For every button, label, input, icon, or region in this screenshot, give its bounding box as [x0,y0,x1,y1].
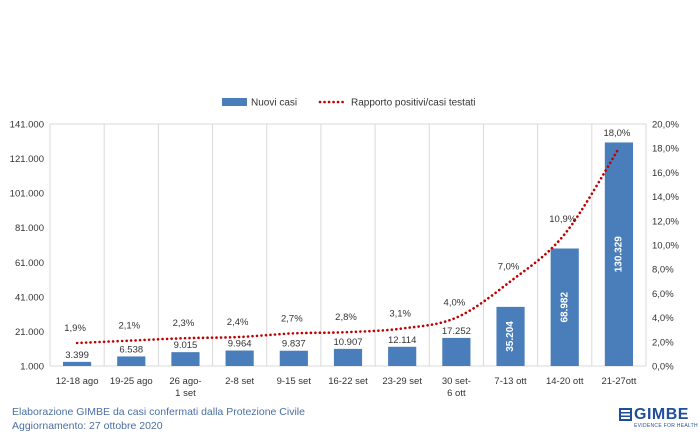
y-right-tick-label: 8,0% [652,265,674,276]
legend-bar-label: Nuovi casi [251,98,297,109]
bar [171,352,200,366]
x-tick-label: 19-25 ago [110,376,153,387]
ratio-value-label: 2,1% [118,321,140,332]
chart: 1.000 21.000 41.000 61.000 81.000 101.000 121.… [10,98,680,400]
ratio-value-label: 7,0% [498,261,520,272]
y-right-tick-label: 18,0% [652,144,679,155]
gimbe-logo-mark-icon [619,408,632,421]
bar [442,337,471,366]
y-right-tick-label: 20,0% [652,120,679,131]
ratio-value-label: 1,9% [64,323,86,334]
bar-value-label: 6.538 [119,344,143,355]
x-tick-label: 23-29 set [382,376,422,387]
x-tick-label: 30 set- [442,376,471,387]
gimbe-logo-tagline: EVIDENCE FOR HEALTH [634,423,698,429]
bar-value-label: 68.982 [559,292,570,323]
ratio-value-label: 4,0% [444,298,466,309]
bar [279,350,308,366]
bar [550,248,579,366]
y-right-tick-label: 6,0% [652,289,674,300]
bar [63,361,92,366]
x-tick-label: 7-13 ott [494,376,527,387]
bar [333,348,363,366]
footer-source: Elaborazione GIMBE da casi confermati da… [12,406,305,418]
bar-value-label: 12.114 [388,335,416,346]
y-left-tick-label: 121.000 [10,154,44,165]
y-right-tick-label: 4,0% [652,313,674,324]
bar [388,346,417,366]
ratio-value-label: 2,3% [173,318,195,329]
ratio-value-label: 2,7% [281,313,303,324]
ratio-value-label: 2,8% [335,312,357,323]
bar [225,350,254,366]
legend-bar-swatch [222,98,247,106]
legend-line-label: Rapporto positivi/casi testati [351,98,476,109]
bar-value-label: 3.399 [65,350,89,361]
x-tick-label: 6 ott [447,388,466,399]
y-right-tick-label: 14,0% [652,192,679,203]
y-right-tick-label: 10,0% [652,241,679,252]
x-tick-label: 2-8 set [225,376,254,387]
footer-updated: Aggiornamento: 27 ottobre 2020 [12,420,163,432]
x-tick-label: 16-22 set [328,376,368,387]
ratio-value-label: 2,4% [227,317,249,328]
bar [117,356,146,366]
bar-value-label: 10.907 [333,337,362,348]
x-tick-label: 14-20 ott [546,376,584,387]
bar-value-label: 35.204 [505,321,516,352]
ratio-line [75,146,621,345]
y-left-tick-label: 61.000 [15,258,44,269]
y-left-tick-label: 101.000 [10,189,44,200]
bar-value-label: 130.329 [614,236,625,273]
y-left-tick-label: 21.000 [15,327,44,338]
y-right-tick-label: 12,0% [652,216,679,227]
y-left-tick-label: 41.000 [15,292,44,303]
ratio-value-label: 3,1% [389,308,411,319]
y-left-tick-label: 81.000 [15,223,44,234]
y-right-tick-label: 0,0% [652,362,674,373]
y-left-tick-label: 141.000 [10,120,44,131]
gimbe-logo-text: GIMBE [634,406,689,423]
x-tick-label: 12-18 ago [56,376,99,387]
y-left-tick-label: 1.000 [20,362,44,373]
bar-value-label: 9.015 [174,340,198,351]
bar [604,142,633,366]
gimbe-logo: GIMBE EVIDENCE FOR HEALTH [619,406,698,432]
y-right-tick-label: 16,0% [652,168,679,179]
bar-value-label: 17.252 [442,326,471,337]
bar [496,306,525,366]
ratio-value-label: 10,9% [549,214,576,225]
ratio-value-label: 18,0% [603,128,630,139]
y-right-tick-label: 2,0% [652,337,674,348]
footer: Elaborazione GIMBE da casi confermati da… [12,405,305,433]
x-tick-label: 26 ago- [169,376,201,387]
bar-value-label: 9.964 [228,339,252,350]
x-tick-label: 1 set [175,388,196,399]
bar-value-label: 9.837 [282,339,306,350]
x-tick-label: 21-27ott [601,376,636,387]
x-tick-label: 9-15 set [277,376,312,387]
